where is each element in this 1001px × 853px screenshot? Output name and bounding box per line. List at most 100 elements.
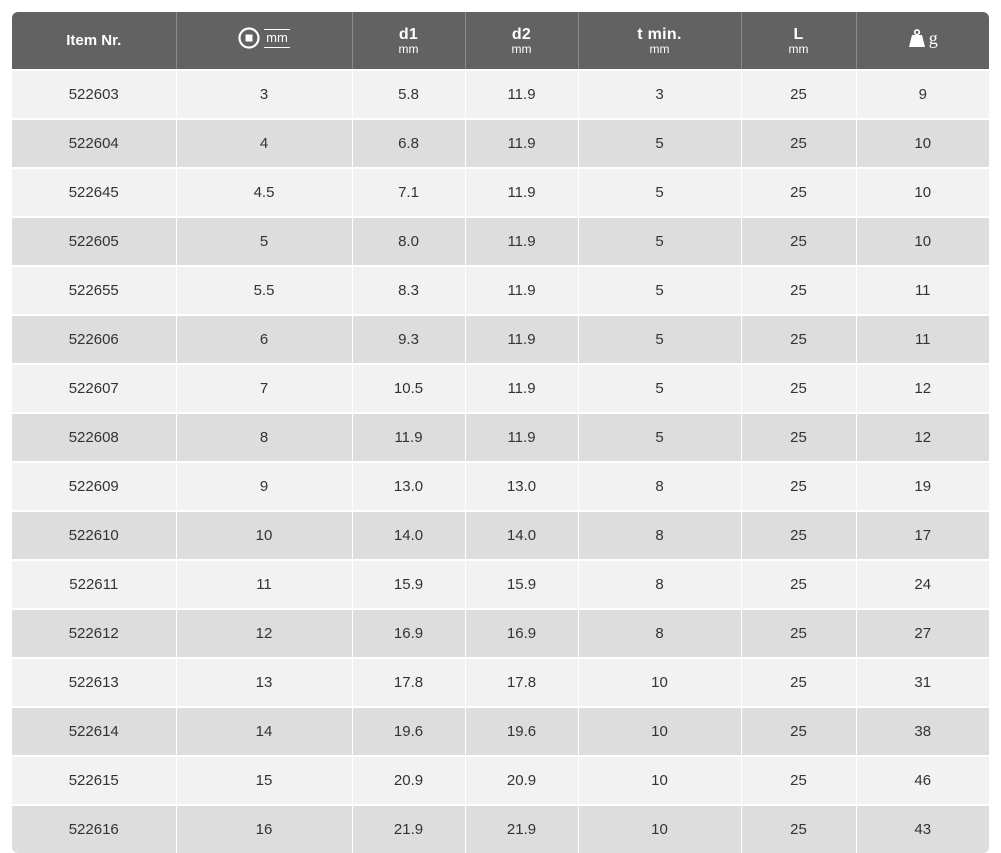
header-d2-label: d2 [511, 26, 532, 43]
table-row: 522614 14 19.6 19.6 10 25 38 [12, 706, 989, 756]
table-row: 522610 10 14.0 14.0 8 25 17 [12, 510, 989, 560]
cell-weight: 46 [855, 755, 989, 805]
cell-item-nr: 522611 [12, 559, 176, 609]
cell-item-nr: 522615 [12, 755, 176, 805]
header-weight-unit: g [928, 28, 938, 48]
cell-weight: 31 [855, 657, 989, 707]
cell-d1: 9.3 [351, 314, 465, 364]
table-row: 522605 5 8.0 11.9 5 25 10 [12, 216, 989, 266]
table-row: 522609 9 13.0 13.0 8 25 19 [12, 461, 989, 511]
cell-item-nr: 522613 [12, 657, 176, 707]
cell-weight: 11 [855, 314, 989, 364]
header-d1-unit: mm [398, 42, 419, 56]
spec-table-container: Item Nr. mm d1 mm d2 [12, 12, 989, 853]
table-header: Item Nr. mm d1 mm d2 [12, 12, 989, 70]
cell-item-nr: 522609 [12, 461, 176, 511]
cell-d1: 6.8 [351, 118, 465, 168]
cell-weight: 38 [855, 706, 989, 756]
cell-length: 25 [740, 804, 856, 853]
cell-length: 25 [740, 559, 856, 609]
header-item-nr: Item Nr. [12, 12, 176, 70]
cell-size: 4.5 [175, 167, 352, 217]
table-row: 522611 11 15.9 15.9 8 25 24 [12, 559, 989, 609]
cell-d1: 13.0 [351, 461, 465, 511]
cell-size: 3 [175, 69, 352, 119]
cell-length: 25 [740, 706, 856, 756]
cell-item-nr: 522603 [12, 69, 176, 119]
cell-weight: 19 [855, 461, 989, 511]
cell-d2: 21.9 [464, 804, 578, 853]
cell-d1: 10.5 [351, 363, 465, 413]
cell-length: 25 [740, 412, 856, 462]
cell-size: 10 [175, 510, 352, 560]
cell-length: 25 [740, 461, 856, 511]
cell-item-nr: 522610 [12, 510, 176, 560]
table-row: 522606 6 9.3 11.9 5 25 11 [12, 314, 989, 364]
cell-d1: 8.3 [351, 265, 465, 315]
cell-length: 25 [740, 69, 856, 119]
cell-size: 11 [175, 559, 352, 609]
cell-size: 14 [175, 706, 352, 756]
cell-length: 25 [740, 118, 856, 168]
cell-t-min: 5 [577, 216, 741, 266]
cell-weight: 12 [855, 412, 989, 462]
table-row: 522613 13 17.8 17.8 10 25 31 [12, 657, 989, 707]
cell-length: 25 [740, 608, 856, 658]
cell-d2: 13.0 [464, 461, 578, 511]
table-row: 522645 4.5 7.1 11.9 5 25 10 [12, 167, 989, 217]
cell-item-nr: 522607 [12, 363, 176, 413]
cell-d1: 16.9 [351, 608, 465, 658]
cell-t-min: 5 [577, 167, 741, 217]
table-row: 522607 7 10.5 11.9 5 25 12 [12, 363, 989, 413]
cell-length: 25 [740, 216, 856, 266]
cell-item-nr: 522645 [12, 167, 176, 217]
header-row: Item Nr. mm d1 mm d2 [12, 12, 989, 70]
header-size: mm [175, 12, 352, 70]
cell-size: 8 [175, 412, 352, 462]
header-weight-group: g [908, 29, 938, 47]
cell-size: 7 [175, 363, 352, 413]
header-item-label: Item Nr. [66, 31, 122, 49]
cell-d2: 11.9 [464, 118, 578, 168]
cell-d2: 16.9 [464, 608, 578, 658]
cell-weight: 10 [855, 118, 989, 168]
cell-d2: 11.9 [464, 167, 578, 217]
cell-d2: 20.9 [464, 755, 578, 805]
cell-weight: 11 [855, 265, 989, 315]
cell-d2: 11.9 [464, 216, 578, 266]
cell-size: 6 [175, 314, 352, 364]
table-row: 522655 5.5 8.3 11.9 5 25 11 [12, 265, 989, 315]
cell-d2: 15.9 [464, 559, 578, 609]
cell-d1: 5.8 [351, 69, 465, 119]
cell-size: 9 [175, 461, 352, 511]
cell-t-min: 5 [577, 363, 741, 413]
cell-item-nr: 522605 [12, 216, 176, 266]
cell-d2: 14.0 [464, 510, 578, 560]
cell-item-nr: 522616 [12, 804, 176, 853]
cell-d2: 19.6 [464, 706, 578, 756]
spec-table: Item Nr. mm d1 mm d2 [12, 12, 989, 853]
cell-weight: 10 [855, 167, 989, 217]
header-L-label: L [793, 26, 804, 43]
header-d1-label: d1 [398, 26, 419, 43]
cell-t-min: 5 [577, 314, 741, 364]
cell-d2: 11.9 [464, 265, 578, 315]
cell-t-min: 5 [577, 118, 741, 168]
header-t-label: t min. [637, 26, 682, 43]
cell-t-min: 8 [577, 510, 741, 560]
cell-d2: 11.9 [464, 69, 578, 119]
cell-weight: 43 [855, 804, 989, 853]
cell-length: 25 [740, 314, 856, 364]
cell-d1: 15.9 [351, 559, 465, 609]
cell-weight: 10 [855, 216, 989, 266]
cell-item-nr: 522655 [12, 265, 176, 315]
cell-d2: 11.9 [464, 412, 578, 462]
table-row: 522608 8 11.9 11.9 5 25 12 [12, 412, 989, 462]
cell-d1: 21.9 [351, 804, 465, 853]
table-row: 522604 4 6.8 11.9 5 25 10 [12, 118, 989, 168]
cell-d1: 17.8 [351, 657, 465, 707]
header-size-group: mm [238, 27, 290, 49]
cell-item-nr: 522606 [12, 314, 176, 364]
weight-icon [908, 29, 925, 47]
cell-d1: 20.9 [351, 755, 465, 805]
